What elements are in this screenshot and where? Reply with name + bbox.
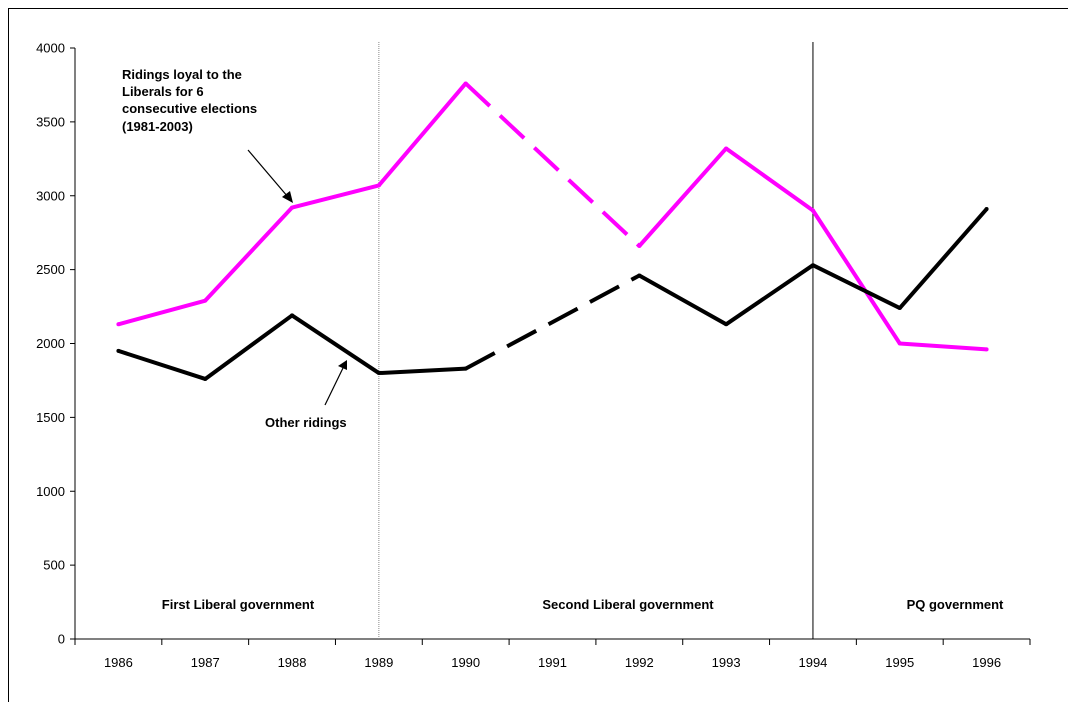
series-lines (116, 81, 989, 381)
x-tick-label: 1991 (538, 655, 567, 670)
series-1-point (376, 371, 381, 376)
loyal-arrow-line (247, 149, 289, 198)
series-0-segment (377, 82, 468, 187)
series-0-point (897, 341, 902, 346)
series-0-segment (811, 209, 902, 345)
annotations: Ridings loyal to the Liberals for 6 cons… (122, 67, 347, 430)
series-0-segment (464, 81, 641, 248)
y-tick-label: 3000 (36, 188, 65, 203)
series-1-segment (204, 313, 294, 381)
series-1-point (116, 348, 121, 353)
series-0-segment (724, 146, 815, 213)
series-0-point (810, 208, 815, 213)
series-0-point (463, 81, 468, 86)
series-1-segment (725, 263, 815, 326)
loyal-arrow-head (282, 191, 293, 203)
y-tick-label: 0 (58, 632, 65, 647)
other-ridings-label: Other ridings (265, 415, 347, 430)
y-tick-label: 1500 (36, 410, 65, 425)
other-arrow-line (324, 367, 344, 406)
period-label-first-liberal: First Liberal government (162, 597, 315, 612)
series-1-segment (812, 263, 901, 310)
loyal-label-line-3: consecutive elections (122, 101, 257, 116)
series-1-segment (898, 207, 989, 310)
y-tick-label: 4000 (36, 41, 65, 56)
series-0-segment (117, 298, 206, 327)
y-tick-label: 2500 (36, 262, 65, 277)
x-tick-label: 1987 (191, 655, 220, 670)
x-tick-label: 1992 (625, 655, 654, 670)
series-0-point (376, 183, 381, 188)
period-dividers (378, 42, 814, 639)
y-tick-label: 3500 (36, 114, 65, 129)
y-tick-label: 1000 (36, 484, 65, 499)
series-1-point (810, 263, 815, 268)
x-tick-label: 1988 (278, 655, 307, 670)
x-tick-label: 1994 (798, 655, 827, 670)
series-1-segment (117, 348, 206, 381)
series-1-segment (290, 313, 380, 375)
series-1-point (463, 366, 468, 371)
series-0-point (116, 322, 121, 327)
series-0-point (984, 347, 989, 352)
series-1-segment (638, 273, 728, 327)
series-0-segment (203, 206, 294, 303)
series-1-point (290, 313, 295, 318)
series-1-point (637, 273, 642, 278)
loyal-label-line-2: Liberals for 6 (122, 84, 204, 99)
series-1-point (984, 207, 989, 212)
y-axis: 0 500 1000 1500 2000 2500 3000 3500 4000 (36, 41, 76, 647)
x-axis: 1986 1987 1988 1989 1990 1991 1992 1993 1994 1995… (74, 638, 1031, 670)
chart-frame (8, 8, 1068, 702)
y-tick-label: 500 (43, 558, 65, 573)
x-tick-label: 1990 (451, 655, 480, 670)
series-1-point (203, 376, 208, 381)
x-tick-label: 1989 (364, 655, 393, 670)
series-0-segment (899, 341, 987, 352)
x-tick-label: 1995 (885, 655, 914, 670)
x-tick-label: 1996 (972, 655, 1001, 670)
period-label-second-liberal: Second Liberal government (542, 597, 714, 612)
series-0-segment (291, 183, 380, 210)
series-1-point (724, 322, 729, 327)
series-1-segment (464, 273, 641, 371)
x-tick-label: 1993 (712, 655, 741, 670)
x-tick-label: 1986 (104, 655, 133, 670)
other-arrow-head (338, 360, 347, 370)
y-tick-label: 2000 (36, 336, 65, 351)
loyal-label-line-4: (1981-2003) (122, 119, 193, 134)
series-1-point (897, 306, 902, 311)
series-0-point (290, 205, 295, 210)
period-labels: First Liberal government Second Liberal … (162, 597, 1004, 612)
series-1-segment (378, 366, 466, 376)
period-label-pq: PQ government (907, 597, 1004, 612)
series-0-point (724, 146, 729, 151)
series-0-point (637, 243, 642, 248)
series-0-segment (637, 147, 728, 248)
loyal-label-line-1: Ridings loyal to the (122, 67, 242, 82)
series-0-point (203, 298, 208, 303)
